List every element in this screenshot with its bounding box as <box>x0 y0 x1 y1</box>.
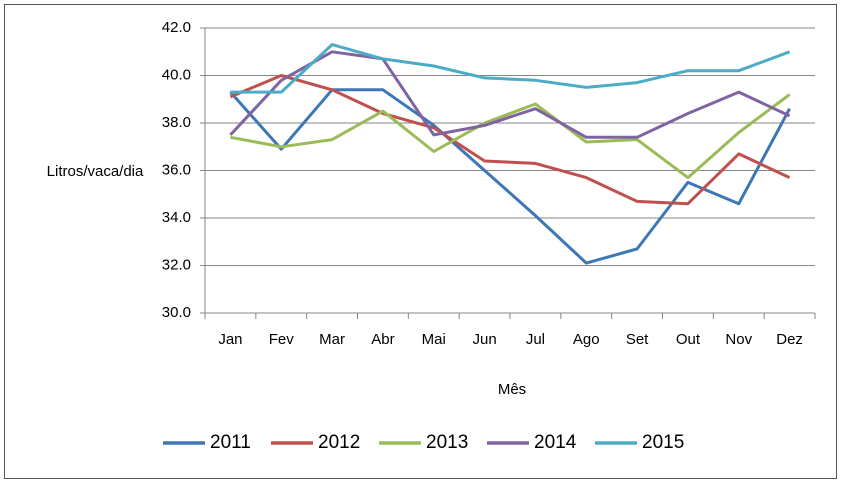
legend-label: 2012 <box>318 432 360 453</box>
legend-label: 2015 <box>642 432 684 453</box>
x-tick-label: Jan <box>218 331 242 348</box>
x-tick-label: Mai <box>422 331 446 348</box>
x-tick-label: Ago <box>573 331 600 348</box>
chart-frame <box>4 4 837 479</box>
legend-label: 2013 <box>426 432 468 453</box>
x-tick-label: Mar <box>319 331 345 348</box>
y-tick-label: 30.0 <box>162 304 191 321</box>
y-tick-label: 34.0 <box>162 209 191 226</box>
legend-label: 2014 <box>534 432 577 453</box>
y-tick-label: 42.0 <box>162 19 191 36</box>
y-tick-label: 40.0 <box>162 66 191 83</box>
series-line <box>230 43 791 94</box>
y-tick-label: 38.0 <box>162 114 191 131</box>
x-tick-label: Jun <box>472 331 496 348</box>
y-tick-label: 32.0 <box>162 256 191 273</box>
x-tick-label: Set <box>626 331 649 348</box>
x-tick-label: Jul <box>526 331 545 348</box>
y-tick-label: 36.0 <box>162 161 191 178</box>
x-tick-label: Dez <box>776 331 803 348</box>
series-line <box>229 50 791 139</box>
series-line <box>229 88 791 265</box>
x-axis-title: Mês <box>498 381 526 398</box>
series-line <box>229 74 791 206</box>
y-axis-title: Litros/vaca/dia <box>47 163 144 180</box>
x-tick-label: Out <box>676 331 701 348</box>
series-line <box>230 93 791 180</box>
x-tick-label: Fev <box>269 331 295 348</box>
x-tick-label: Nov <box>725 331 752 348</box>
x-tick-label: Abr <box>371 331 394 348</box>
legend-label: 2011 <box>210 432 251 453</box>
